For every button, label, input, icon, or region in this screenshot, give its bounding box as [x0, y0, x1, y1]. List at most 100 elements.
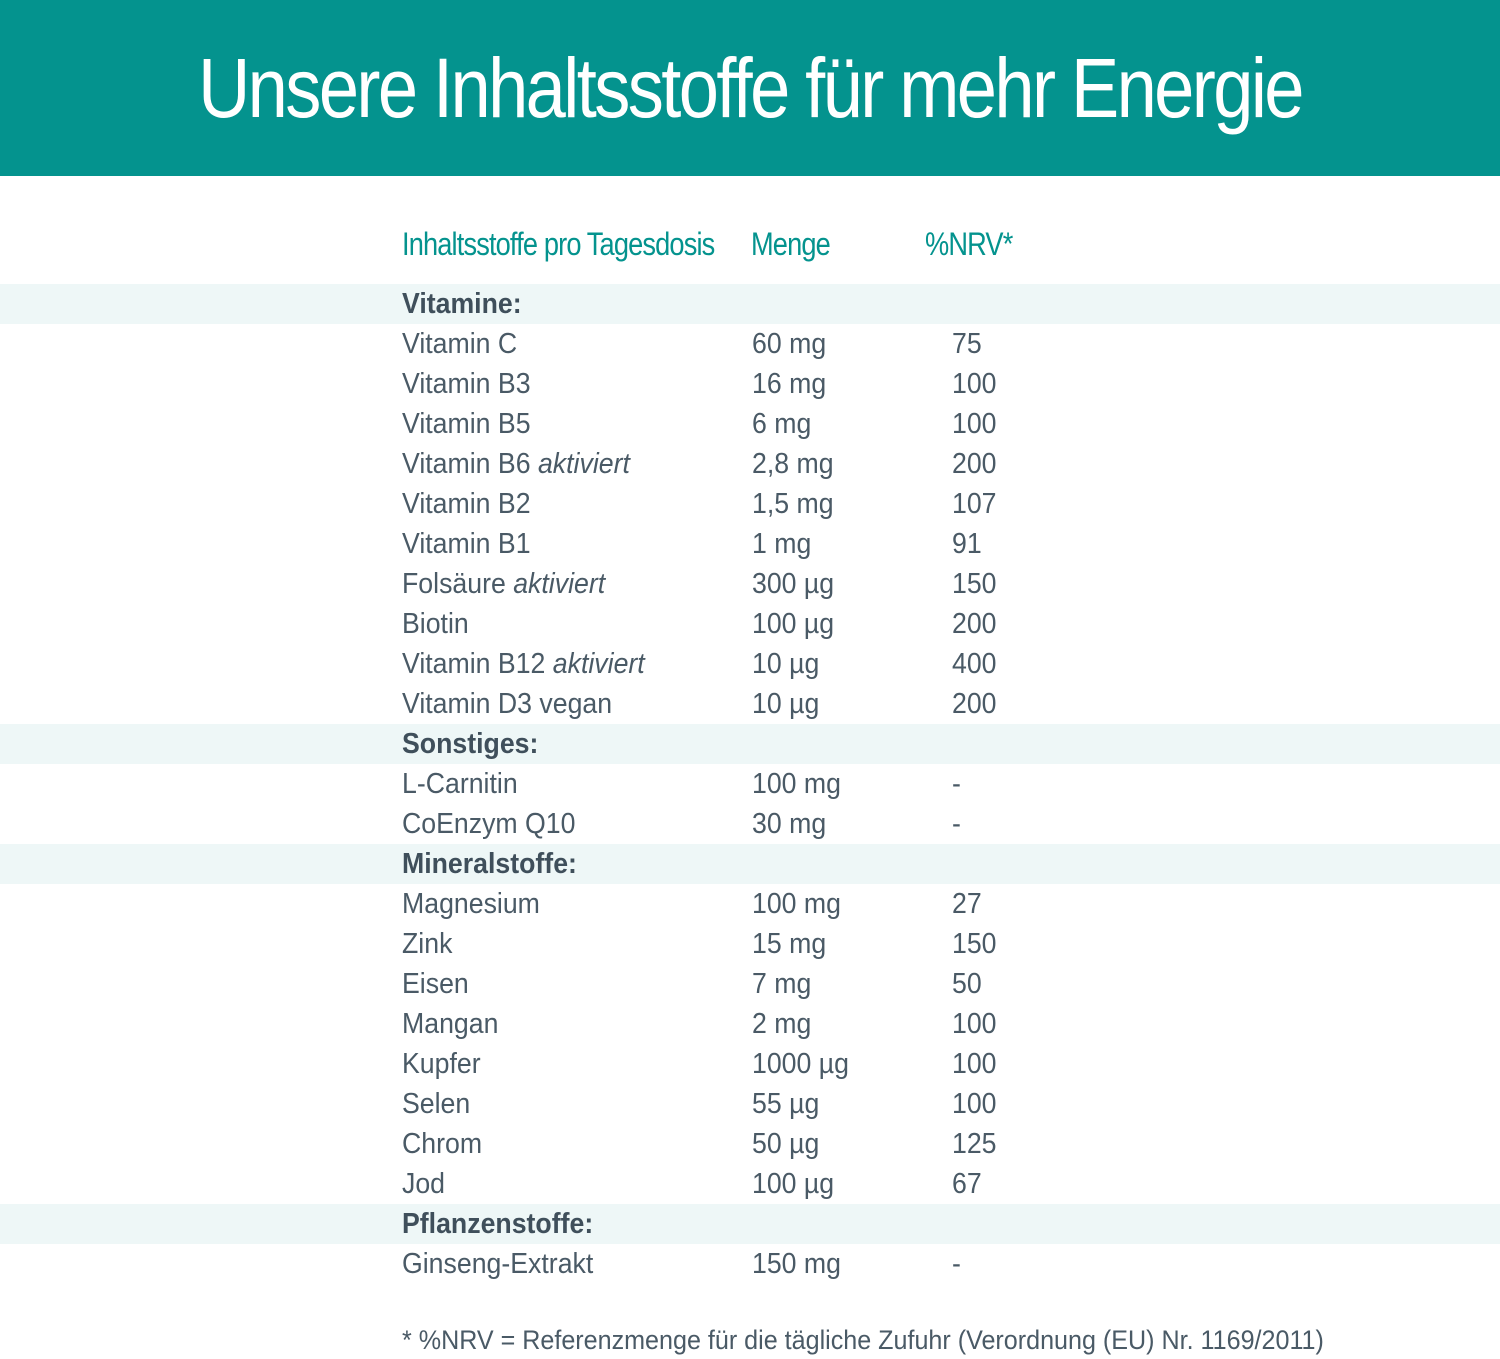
ingredient-name: Biotin	[402, 604, 469, 644]
ingredient-label: Vitamin B1	[402, 528, 531, 560]
ingredient-name: Vitamin B2	[402, 484, 531, 524]
ingredient-name: Jod	[402, 1164, 445, 1204]
ingredient-note: aktiviert	[537, 448, 630, 480]
section-header-row: Mineralstoffe:	[0, 844, 1500, 884]
ingredient-label: Vitamin B3	[402, 368, 531, 400]
section-title: Pflanzenstoffe:	[402, 1204, 593, 1244]
ingredient-name: Mangan	[402, 1004, 498, 1044]
ingredient-amount: 7 mg	[752, 968, 812, 1000]
ingredient-nrv: 107	[952, 488, 997, 520]
table-row: CoEnzym Q10 30 mg -	[0, 804, 1500, 844]
ingredient-label: Vitamin B12	[402, 648, 546, 680]
section-header-row: Vitamine:	[0, 284, 1500, 324]
ingredient-name: Folsäure aktiviert	[402, 564, 605, 604]
ingredient-label: L-Carnitin	[402, 768, 518, 800]
table-row: Magnesium 100 mg 27	[0, 884, 1500, 924]
ingredient-label: Zink	[402, 928, 453, 960]
ingredient-label: Sonstiges:	[402, 728, 539, 760]
ingredient-name: L-Carnitin	[402, 764, 518, 804]
ingredient-amount: 1000 µg	[752, 1048, 849, 1080]
ingredient-label: Selen	[402, 1088, 471, 1120]
ingredient-nrv: 200	[952, 448, 997, 480]
ingredient-nrv: 27	[952, 888, 982, 920]
ingredient-name: Kupfer	[402, 1044, 481, 1084]
section-title: Sonstiges:	[402, 724, 538, 764]
header-banner	[0, 0, 1500, 176]
ingredient-amount: 50 µg	[752, 1128, 820, 1160]
ingredient-amount: 100 mg	[752, 888, 841, 920]
ingredient-label: Chrom	[402, 1128, 483, 1160]
ingredient-amount: 150 mg	[752, 1248, 841, 1280]
ingredient-amount: 30 mg	[752, 808, 827, 840]
ingredient-nrv: -	[952, 808, 961, 840]
ingredient-nrv: -	[952, 1248, 961, 1280]
table-row: Vitamin D3 vegan 10 µg 200	[0, 684, 1500, 724]
ingredient-label: Eisen	[402, 968, 469, 1000]
footnote: * %NRV = Referenzmenge für die tägliche …	[402, 1325, 1324, 1355]
ingredient-amount: 60 mg	[752, 328, 827, 360]
ingredient-amount: 100 mg	[752, 768, 841, 800]
ingredient-amount: 16 mg	[752, 368, 827, 400]
ingredient-label: Magnesium	[402, 888, 540, 920]
ingredient-name: Eisen	[402, 964, 469, 1004]
section-header-row: Pflanzenstoffe:	[0, 1204, 1500, 1244]
table-row: Vitamin B3 16 mg 100	[0, 364, 1500, 404]
table-row: Vitamin B6 aktiviert 2,8 mg 200	[0, 444, 1500, 484]
ingredient-label: Vitamin B2	[402, 488, 531, 520]
table-row: Vitamin B2 1,5 mg 107	[0, 484, 1500, 524]
ingredient-nrv: 100	[952, 1008, 997, 1040]
ingredient-nrv: 150	[952, 928, 997, 960]
ingredient-label: Jod	[402, 1168, 446, 1200]
ingredient-label: Vitamin D3 vegan	[402, 688, 613, 720]
ingredient-name: Vitamin B12 aktiviert	[402, 644, 645, 684]
ingredient-amount: 100 µg	[752, 608, 835, 640]
column-header-ingredient: Inhaltsstoffe pro Tagesdosis	[402, 226, 715, 262]
ingredient-nrv: 200	[952, 608, 997, 640]
section-title: Vitamine:	[402, 284, 522, 324]
ingredient-label: Vitamin B6	[402, 448, 531, 480]
section-title: Mineralstoffe:	[402, 844, 577, 884]
ingredient-nrv: 100	[952, 408, 997, 440]
ingredient-name: Zink	[402, 924, 452, 964]
table-row: Biotin 100 µg 200	[0, 604, 1500, 644]
ingredient-name: Chrom	[402, 1124, 482, 1164]
table-row: Eisen 7 mg 50	[0, 964, 1500, 1004]
ingredient-amount: 6 mg	[752, 408, 812, 440]
ingredient-nrv: 100	[952, 1088, 997, 1120]
table-row: Chrom 50 µg 125	[0, 1124, 1500, 1164]
ingredient-label: Ginseng-Extrakt	[402, 1248, 594, 1280]
ingredient-amount: 1,5 mg	[752, 488, 834, 520]
table-row: Vitamin B1 1 mg 91	[0, 524, 1500, 564]
ingredient-amount: 300 µg	[752, 568, 835, 600]
ingredient-amount: 55 µg	[752, 1088, 820, 1120]
ingredient-name: Vitamin B6 aktiviert	[402, 444, 630, 484]
ingredient-label: Vitamin B5	[402, 408, 531, 440]
column-header-nrv: %NRV*	[925, 226, 1013, 262]
ingredient-amount: 2 mg	[752, 1008, 812, 1040]
ingredient-label: Mineralstoffe:	[402, 848, 577, 880]
table-row: Vitamin C 60 mg 75	[0, 324, 1500, 364]
ingredient-label: Kupfer	[402, 1048, 481, 1080]
ingredient-name: Ginseng-Extrakt	[402, 1244, 593, 1284]
ingredient-name: Vitamin B5	[402, 404, 531, 444]
ingredient-nrv: 125	[952, 1128, 997, 1160]
column-header-amount: Menge	[751, 226, 831, 262]
table-row: Folsäure aktiviert 300 µg 150	[0, 564, 1500, 604]
ingredient-name: CoEnzym Q10	[402, 804, 575, 844]
table-row: Vitamin B5 6 mg 100	[0, 404, 1500, 444]
ingredient-amount: 10 µg	[752, 688, 820, 720]
ingredient-nrv: -	[952, 768, 961, 800]
table-row: Ginseng-Extrakt 150 mg -	[0, 1244, 1500, 1284]
ingredient-label: Biotin	[402, 608, 469, 640]
ingredient-nrv: 200	[952, 688, 997, 720]
table-row: Zink 15 mg 150	[0, 924, 1500, 964]
table-row: Vitamin B12 aktiviert 10 µg 400	[0, 644, 1500, 684]
ingredient-nrv: 150	[952, 568, 997, 600]
ingredient-name: Vitamin D3 vegan	[402, 684, 612, 724]
ingredient-name: Vitamin C	[402, 324, 517, 364]
ingredient-label: Vitamin C	[402, 328, 518, 360]
ingredient-nrv: 100	[952, 368, 997, 400]
table-row: L-Carnitin 100 mg -	[0, 764, 1500, 804]
ingredient-label: Pflanzenstoffe:	[402, 1208, 594, 1240]
ingredient-name: Vitamin B3	[402, 364, 531, 404]
